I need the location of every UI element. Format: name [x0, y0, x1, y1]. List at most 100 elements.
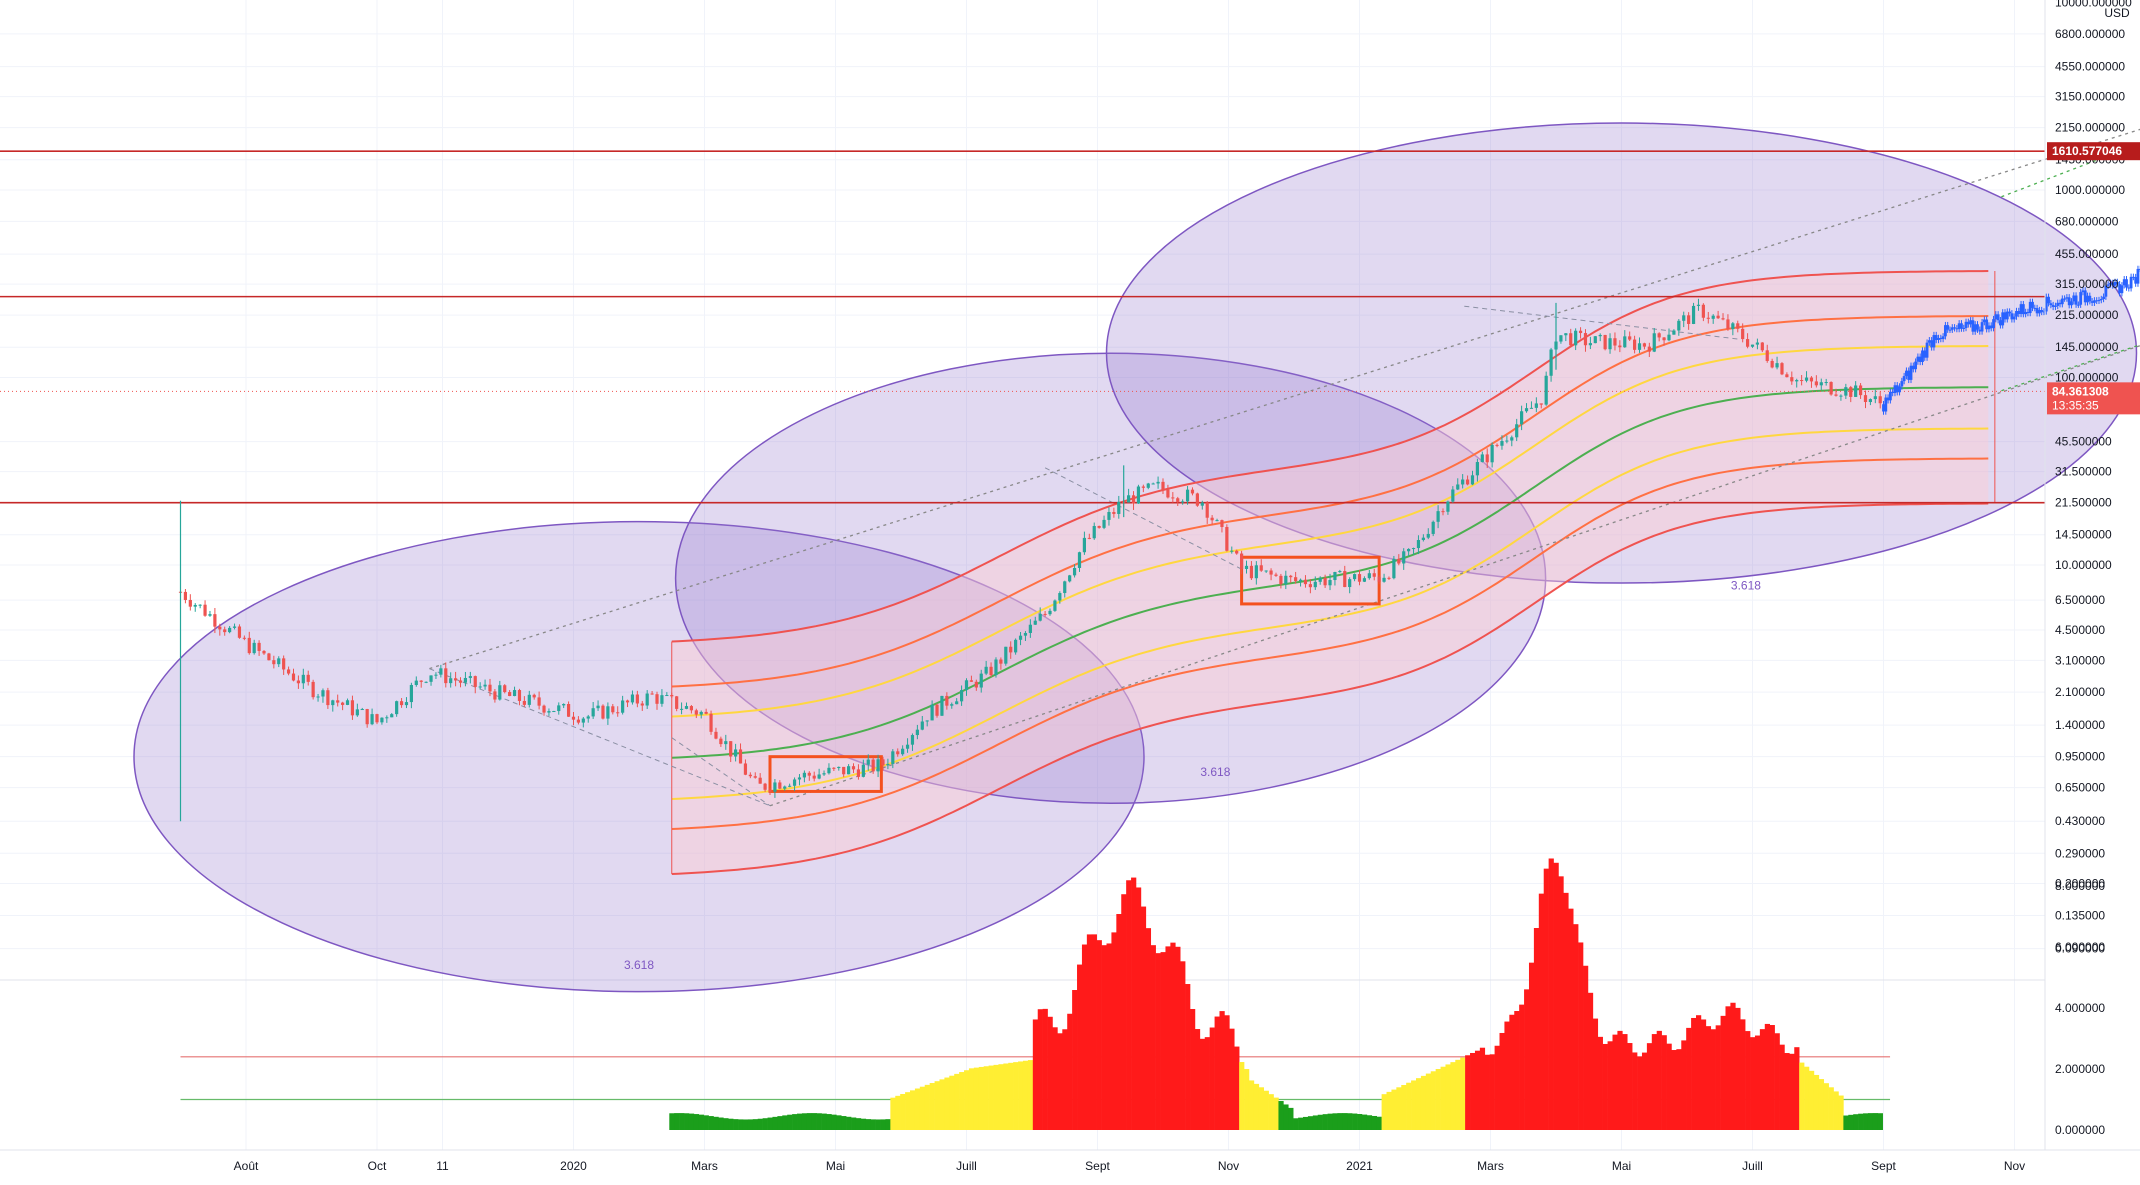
- hist-y-tick-label: 0.000000: [2055, 1123, 2105, 1137]
- projection-body: [2003, 312, 2007, 320]
- hist-bar: [954, 1073, 960, 1130]
- candle-body: [252, 642, 256, 654]
- hist-bar: [1327, 1113, 1333, 1130]
- candle-body: [1849, 387, 1853, 397]
- projection-body: [2120, 285, 2124, 294]
- hist-bar: [669, 1113, 675, 1130]
- candle-body: [454, 678, 458, 681]
- hist-y-tick-label: 8.000000: [2055, 879, 2105, 893]
- hist-bar: [1769, 1025, 1775, 1130]
- candle-body: [822, 773, 826, 775]
- hist-bar: [1258, 1087, 1265, 1130]
- candle-body: [183, 591, 188, 600]
- y-tick-label: 315.000000: [2055, 277, 2119, 291]
- candle-body: [434, 674, 438, 676]
- projection-body: [1932, 335, 1936, 348]
- candle-body: [1367, 573, 1371, 579]
- candle-body: [1858, 385, 1863, 396]
- hist-bar: [708, 1116, 714, 1130]
- projection-body: [1900, 381, 1904, 387]
- hist-bar: [1479, 1047, 1486, 1130]
- hist-bar: [860, 1118, 867, 1130]
- projection-body: [2138, 268, 2140, 270]
- y-tick-label: 3.100000: [2055, 653, 2105, 667]
- hist-bar: [1573, 924, 1579, 1130]
- candle-body: [277, 658, 281, 665]
- candle-body: [635, 694, 639, 704]
- candle-body: [655, 694, 659, 704]
- candle-body: [473, 676, 477, 687]
- y-tick-label: 215.000000: [2055, 308, 2119, 322]
- y-tick-label: 6.500000: [2055, 593, 2105, 607]
- hist-bar: [1494, 1045, 1500, 1130]
- y-tick-label: 45.500000: [2055, 435, 2112, 449]
- hist-bar: [1042, 1008, 1048, 1130]
- projection-body: [1909, 365, 1913, 380]
- candle-body: [547, 711, 551, 713]
- candle-body: [508, 692, 512, 697]
- candle-body: [1343, 571, 1347, 588]
- candle-body: [306, 674, 310, 682]
- candle-body: [1618, 345, 1622, 348]
- candle-body: [576, 719, 581, 723]
- hist-bar: [1077, 964, 1083, 1130]
- grid: [0, 0, 2045, 1150]
- projection-body: [1916, 356, 1920, 362]
- hist-bar: [1583, 965, 1589, 1130]
- projection-body: [2081, 290, 2085, 293]
- hist-bar: [1376, 1116, 1382, 1130]
- x-tick-label: Sept: [1085, 1159, 1110, 1173]
- hist-bar: [1293, 1118, 1299, 1130]
- projection-body: [2024, 311, 2028, 315]
- candle-body: [1682, 315, 1686, 321]
- candle-body: [1274, 574, 1278, 576]
- projection-body: [2012, 316, 2016, 320]
- hist-bar: [919, 1086, 926, 1130]
- candle-body: [881, 759, 885, 766]
- candle-body: [1534, 403, 1538, 408]
- projection-body: [2127, 287, 2131, 289]
- candle-body: [1161, 481, 1165, 490]
- hist-bar: [1366, 1115, 1373, 1130]
- candle-body: [1446, 501, 1450, 512]
- hist-bar: [698, 1114, 704, 1130]
- candle-body: [861, 764, 865, 777]
- candle-body: [1691, 305, 1696, 324]
- hist-bar: [1720, 1015, 1726, 1130]
- hist-bar: [895, 1095, 901, 1130]
- candle-body: [316, 696, 320, 698]
- hist-bar: [1661, 1035, 1667, 1130]
- projection-body: [1907, 370, 1911, 380]
- candle-body: [1480, 454, 1484, 463]
- candle-body: [1490, 444, 1494, 463]
- projection-body: [2097, 300, 2101, 302]
- hist-bar: [1194, 1029, 1201, 1130]
- hist-bar: [1239, 1062, 1245, 1130]
- hist-bar: [959, 1072, 965, 1130]
- hist-bar: [1612, 1034, 1618, 1130]
- hist-bar: [1180, 961, 1186, 1130]
- hist-bar: [1754, 1035, 1761, 1130]
- hist-bar: [1848, 1114, 1854, 1130]
- candle-body: [517, 690, 522, 701]
- candle-body: [910, 735, 915, 745]
- candle-body: [1642, 343, 1647, 347]
- candle-body: [1018, 635, 1023, 640]
- candle-body: [1520, 411, 1524, 425]
- hist-bar: [772, 1116, 778, 1130]
- x-tick-label: Août: [234, 1159, 259, 1173]
- y-tick-label: 680.000000: [2055, 214, 2119, 228]
- projection-body: [1953, 327, 1956, 329]
- hist-bar: [1843, 1115, 1849, 1130]
- candle-body: [724, 741, 728, 745]
- projection-body: [1962, 327, 1966, 329]
- hist-bar: [1774, 1033, 1780, 1130]
- candle-body: [218, 626, 222, 630]
- band-fill: [671, 271, 1989, 874]
- candle-body: [1741, 328, 1745, 340]
- candle-body: [1112, 511, 1116, 514]
- hist-bar: [870, 1119, 876, 1130]
- hist-bar: [1558, 876, 1564, 1130]
- candle-body: [694, 710, 698, 715]
- candle-body: [832, 767, 836, 769]
